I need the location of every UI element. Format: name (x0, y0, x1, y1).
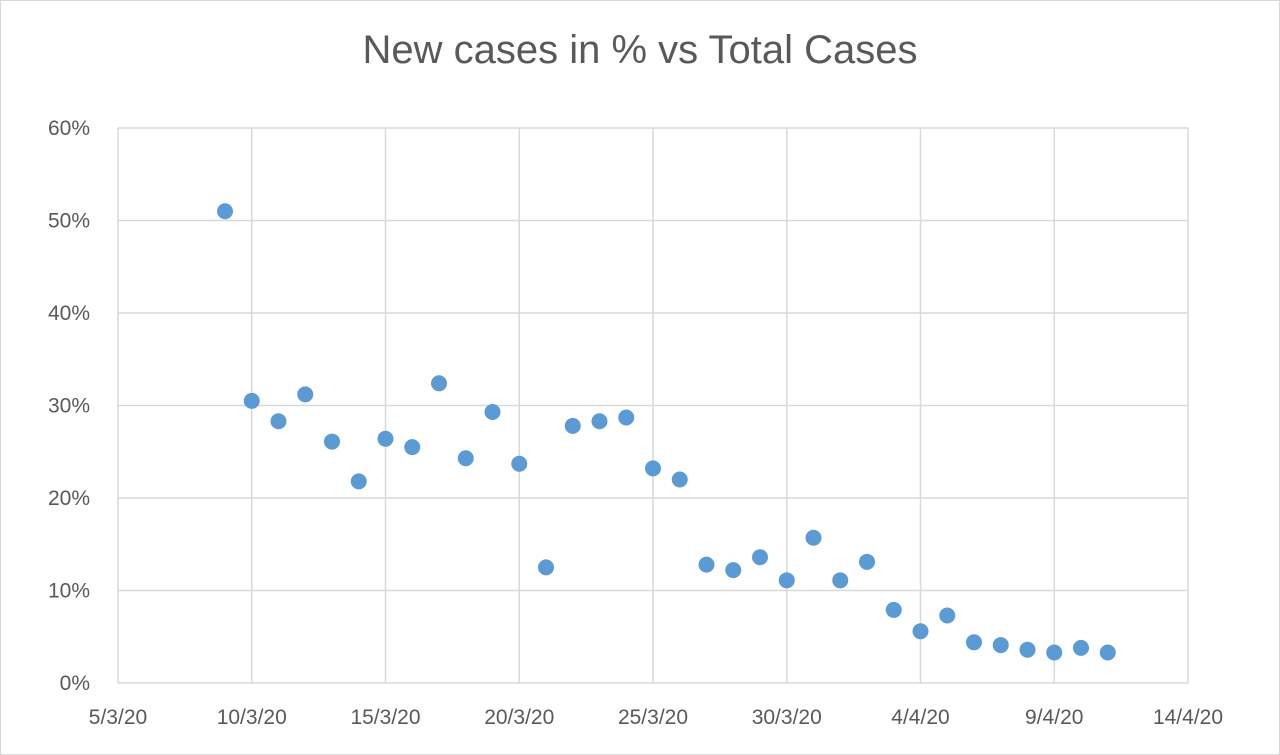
data-point (457, 450, 474, 467)
data-point (297, 386, 314, 403)
data-point (1099, 644, 1116, 661)
x-tick-label: 5/3/20 (89, 706, 147, 729)
data-point (350, 473, 367, 490)
data-point (671, 471, 688, 488)
data-point (270, 413, 287, 430)
data-point (805, 529, 822, 546)
x-tick-label: 20/3/20 (484, 706, 554, 729)
x-tick-label: 14/4/20 (1153, 706, 1223, 729)
x-tick-label: 15/3/20 (350, 706, 420, 729)
data-point (377, 430, 394, 447)
x-tick-label: 30/3/20 (752, 706, 822, 729)
y-tick-label: 10% (48, 580, 90, 603)
data-points (217, 203, 1116, 661)
y-tick-label: 20% (48, 487, 90, 510)
data-point (538, 559, 554, 576)
data-point (912, 623, 929, 640)
data-point (992, 637, 1009, 654)
data-point (645, 460, 661, 477)
grid-lines (118, 127, 1189, 683)
data-point (859, 553, 875, 570)
data-point (885, 601, 902, 618)
x-tick-label: 25/3/20 (618, 706, 688, 729)
y-tick-label: 0% (60, 672, 90, 695)
data-point (832, 572, 849, 589)
data-point (324, 433, 340, 450)
data-point (778, 572, 795, 589)
y-tick-label: 60% (48, 117, 90, 140)
data-point (1073, 639, 1089, 656)
y-tick-label: 30% (48, 395, 90, 418)
y-tick-label: 50% (48, 210, 90, 233)
chart-title: New cases in % vs Total Cases (362, 28, 918, 72)
x-tick-label: 9/4/20 (1025, 706, 1083, 729)
y-axis-tick-labels: 0% 10% 20% 30% 40% 50% 60% (48, 117, 90, 695)
data-point (511, 455, 528, 472)
data-point (404, 439, 421, 456)
data-point (752, 549, 768, 566)
data-point (217, 203, 233, 220)
data-point (725, 562, 742, 579)
data-point (243, 392, 260, 409)
x-tick-label: 4/4/20 (891, 706, 949, 729)
x-axis-tick-labels: 5/3/20 10/3/20 15/3/20 20/3/20 25/3/20 30/3/2… (89, 706, 1223, 729)
data-point (966, 634, 982, 651)
data-point (1019, 641, 1036, 658)
y-tick-label: 40% (48, 302, 90, 325)
data-point (484, 403, 501, 420)
data-point (698, 556, 715, 573)
data-point (1046, 644, 1063, 661)
x-tick-label: 10/3/20 (217, 706, 287, 729)
axis-lines (117, 128, 1188, 684)
data-point (431, 375, 447, 392)
data-point (618, 409, 635, 426)
data-point (591, 413, 608, 430)
data-point (939, 607, 956, 624)
data-point (564, 417, 581, 434)
